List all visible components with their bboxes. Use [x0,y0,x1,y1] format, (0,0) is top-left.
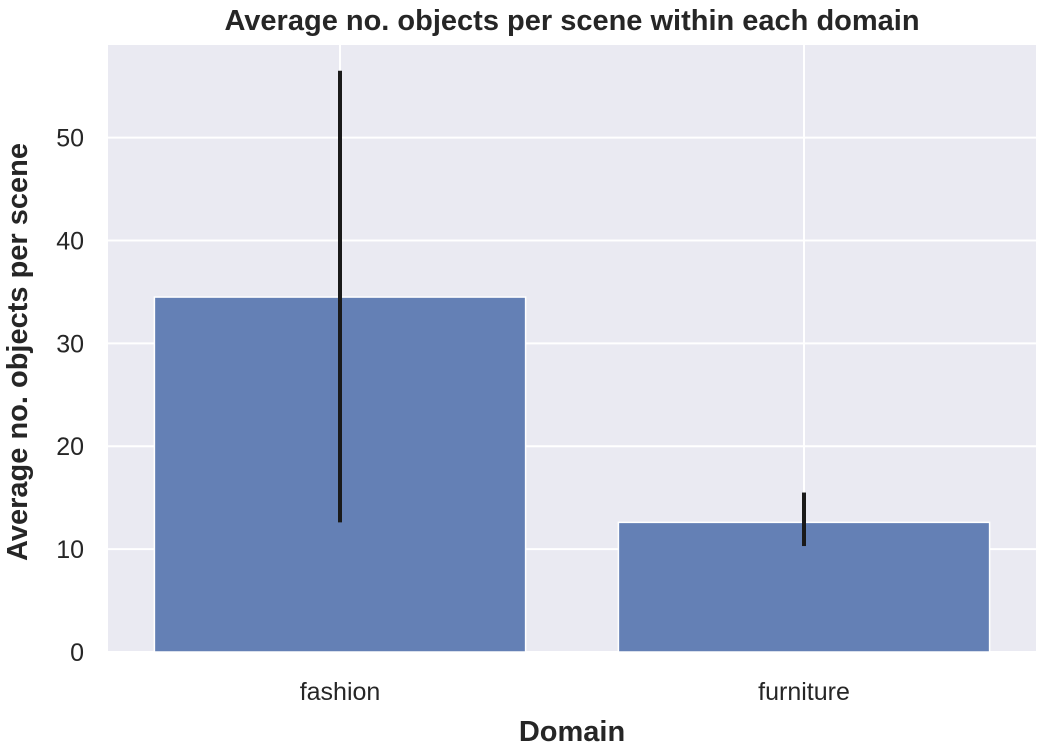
y-axis-label: Average no. objects per scene [2,143,34,561]
chart-title: Average no. objects per scene within eac… [224,5,919,37]
y-tick-label: 10 [56,536,84,564]
y-tick-label: 20 [56,433,84,461]
error-bars [338,70,806,547]
y-tick-label: 40 [56,227,84,255]
y-tick-label: 0 [70,639,84,667]
y-axis-ticks: 0 10 20 30 40 50 [56,125,84,667]
y-tick-label: 50 [56,125,84,153]
x-tick-label: fashion [300,678,381,706]
y-tick-label: 30 [56,330,84,358]
x-axis-ticks: fashion furniture [300,678,850,706]
x-tick-label: furniture [758,678,850,706]
x-axis-label: Domain [519,716,625,748]
